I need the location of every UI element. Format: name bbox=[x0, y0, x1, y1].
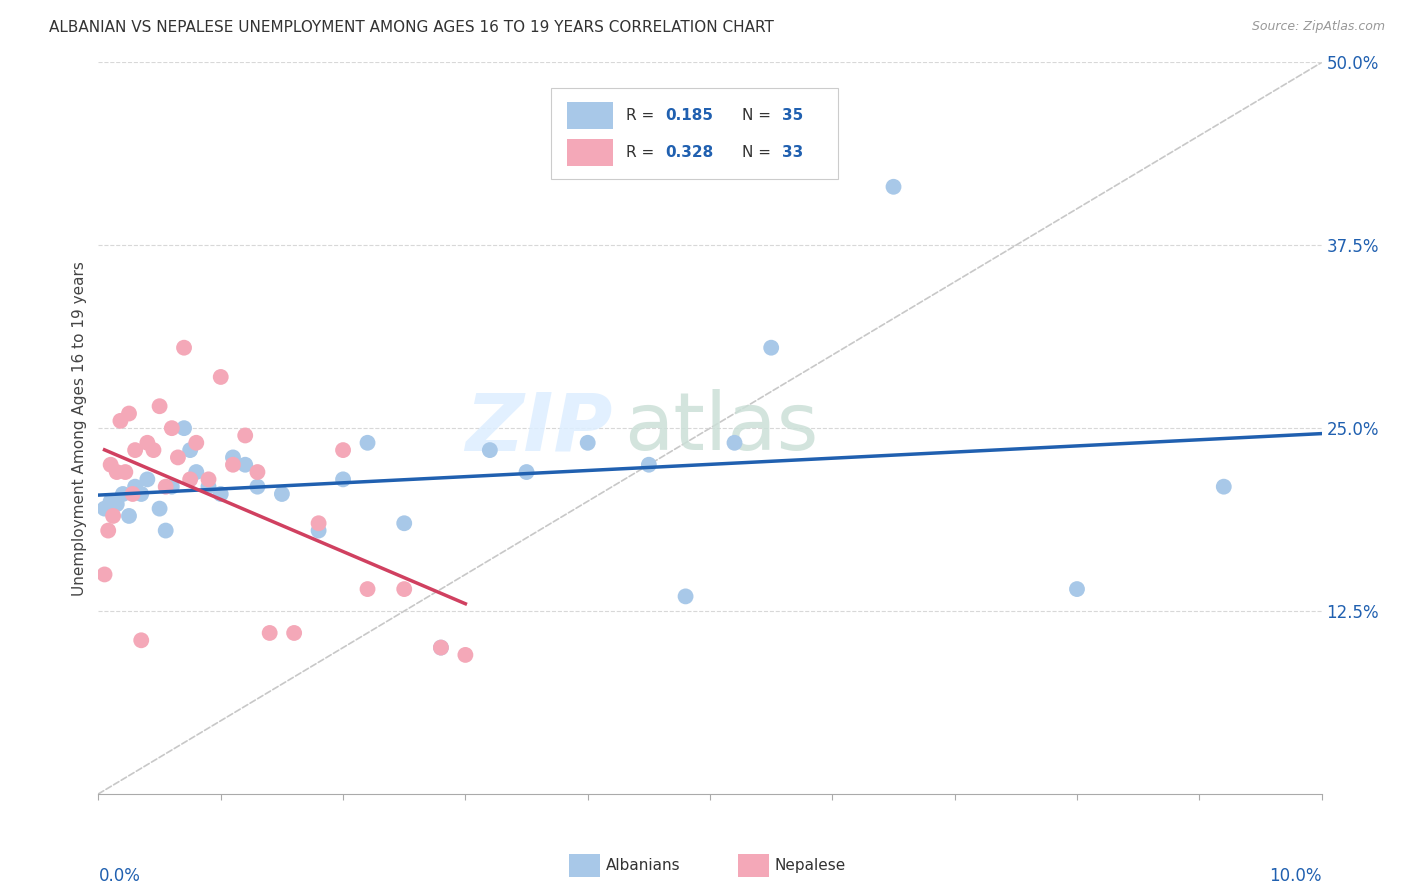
Point bbox=[392, 516, 416, 531]
Point bbox=[142, 443, 165, 458]
Text: 33: 33 bbox=[782, 145, 803, 160]
Point bbox=[155, 524, 177, 538]
Point bbox=[149, 399, 172, 413]
Point bbox=[124, 480, 146, 494]
Point bbox=[356, 582, 378, 596]
Point bbox=[576, 435, 599, 450]
Point bbox=[97, 524, 120, 538]
Text: 0.185: 0.185 bbox=[665, 108, 713, 123]
Point bbox=[283, 626, 305, 640]
Point bbox=[124, 443, 146, 458]
Point bbox=[883, 179, 905, 194]
Text: Albanians: Albanians bbox=[606, 858, 681, 872]
Text: N =: N = bbox=[742, 108, 776, 123]
Text: Nepalese: Nepalese bbox=[775, 858, 846, 872]
Point bbox=[129, 633, 152, 648]
Point bbox=[332, 472, 354, 486]
Bar bbox=[567, 139, 613, 166]
Point bbox=[259, 626, 281, 640]
Point bbox=[332, 443, 354, 458]
FancyBboxPatch shape bbox=[551, 88, 838, 179]
Point bbox=[105, 465, 128, 479]
Point bbox=[179, 472, 201, 486]
Point bbox=[93, 567, 115, 582]
Point bbox=[186, 465, 208, 479]
Text: Source: ZipAtlas.com: Source: ZipAtlas.com bbox=[1251, 20, 1385, 33]
Bar bbox=[567, 102, 613, 128]
Point bbox=[222, 458, 245, 472]
Point bbox=[93, 501, 115, 516]
Text: N =: N = bbox=[742, 145, 776, 160]
Point bbox=[167, 450, 190, 465]
Point bbox=[392, 582, 416, 596]
Point bbox=[173, 421, 195, 435]
Point bbox=[233, 428, 256, 442]
Point bbox=[179, 443, 201, 458]
Point bbox=[100, 458, 122, 472]
Point bbox=[129, 487, 152, 501]
Point bbox=[246, 465, 269, 479]
Point bbox=[105, 497, 128, 511]
Text: ALBANIAN VS NEPALESE UNEMPLOYMENT AMONG AGES 16 TO 19 YEARS CORRELATION CHART: ALBANIAN VS NEPALESE UNEMPLOYMENT AMONG … bbox=[49, 20, 775, 35]
Point bbox=[136, 472, 159, 486]
Point bbox=[111, 487, 134, 501]
Point bbox=[149, 501, 172, 516]
Point bbox=[186, 435, 208, 450]
Point bbox=[209, 487, 232, 501]
Point bbox=[430, 640, 453, 655]
Text: ZIP: ZIP bbox=[465, 389, 612, 467]
Point bbox=[173, 341, 195, 355]
Point bbox=[155, 480, 177, 494]
Point bbox=[160, 421, 183, 435]
Point bbox=[723, 435, 745, 450]
Point bbox=[100, 494, 122, 508]
Text: R =: R = bbox=[626, 108, 659, 123]
Point bbox=[1212, 480, 1234, 494]
Point bbox=[222, 450, 245, 465]
Point bbox=[675, 590, 697, 604]
Point bbox=[430, 640, 453, 655]
Point bbox=[454, 648, 477, 662]
Point bbox=[478, 443, 501, 458]
Point bbox=[308, 524, 330, 538]
Point bbox=[136, 435, 159, 450]
Text: atlas: atlas bbox=[624, 389, 818, 467]
Point bbox=[110, 414, 132, 428]
Point bbox=[160, 480, 183, 494]
Text: 0.328: 0.328 bbox=[665, 145, 713, 160]
Point bbox=[197, 472, 219, 486]
Point bbox=[197, 480, 219, 494]
Point bbox=[356, 435, 378, 450]
Point bbox=[101, 508, 124, 523]
Point bbox=[118, 508, 141, 523]
Text: 0.0%: 0.0% bbox=[98, 867, 141, 885]
Point bbox=[638, 458, 661, 472]
Point bbox=[761, 341, 783, 355]
Point bbox=[209, 370, 232, 384]
Point bbox=[246, 480, 269, 494]
Point bbox=[516, 465, 538, 479]
Point bbox=[118, 407, 141, 421]
Point bbox=[308, 516, 330, 531]
Point bbox=[1066, 582, 1088, 596]
Point bbox=[121, 487, 143, 501]
Point bbox=[114, 465, 136, 479]
Y-axis label: Unemployment Among Ages 16 to 19 years: Unemployment Among Ages 16 to 19 years bbox=[72, 260, 87, 596]
Point bbox=[233, 458, 256, 472]
Text: R =: R = bbox=[626, 145, 659, 160]
Text: 35: 35 bbox=[782, 108, 803, 123]
Text: 10.0%: 10.0% bbox=[1270, 867, 1322, 885]
Point bbox=[270, 487, 294, 501]
